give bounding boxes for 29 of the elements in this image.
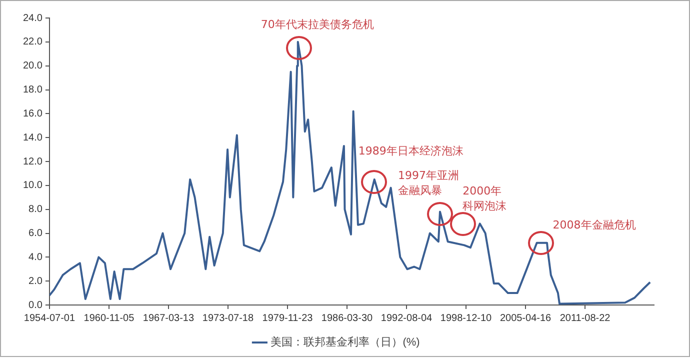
x-tick-label: 1973-07-18 xyxy=(202,312,254,324)
x-tick-label: 1967-03-13 xyxy=(142,312,194,324)
x-tick-label: 1986-03-30 xyxy=(321,312,374,324)
y-tick-label: 16.0 xyxy=(22,108,43,120)
annotation: 1997年亚洲金融风暴 xyxy=(398,168,459,197)
y-tick-label: 14.0 xyxy=(22,132,43,144)
y-tick-label: 22.0 xyxy=(22,36,43,48)
x-tick-label: 1992-08-04 xyxy=(380,312,433,324)
annotation: 2008年金融危机 xyxy=(552,218,636,232)
legend-label: 美国：联邦基金利率（日）(%) xyxy=(270,336,420,349)
y-tick-label: 8.0 xyxy=(28,204,43,216)
y-tick-label: 18.0 xyxy=(22,84,43,96)
x-tick-label: 2005-04-16 xyxy=(500,312,552,324)
x-tick-label: 2011-08-22 xyxy=(560,312,611,324)
annotation: 70年代末拉美债务危机 xyxy=(260,18,374,31)
annotation: 2000年科网泡沫 xyxy=(462,184,507,213)
y-tick-label: 20.0 xyxy=(22,60,43,72)
x-tick-label: 1998-12-10 xyxy=(440,312,492,324)
y-tick-label: 12.0 xyxy=(22,156,43,168)
y-tick-label: 10.0 xyxy=(22,180,43,192)
y-tick-label: 0.0 xyxy=(28,300,43,311)
y-tick-label: 24.0 xyxy=(22,12,43,24)
x-tick-label: 1960-11-05 xyxy=(84,312,135,324)
y-tick-label: 4.0 xyxy=(28,252,43,263)
x-tick-label: 1979-11-23 xyxy=(262,312,314,324)
y-tick-label: 6.0 xyxy=(28,228,43,239)
y-tick-label: 2.0 xyxy=(28,276,43,287)
x-tick-label: 1954-07-01 xyxy=(24,312,76,324)
annotation: 1989年日本经济泡沫 xyxy=(358,144,464,158)
